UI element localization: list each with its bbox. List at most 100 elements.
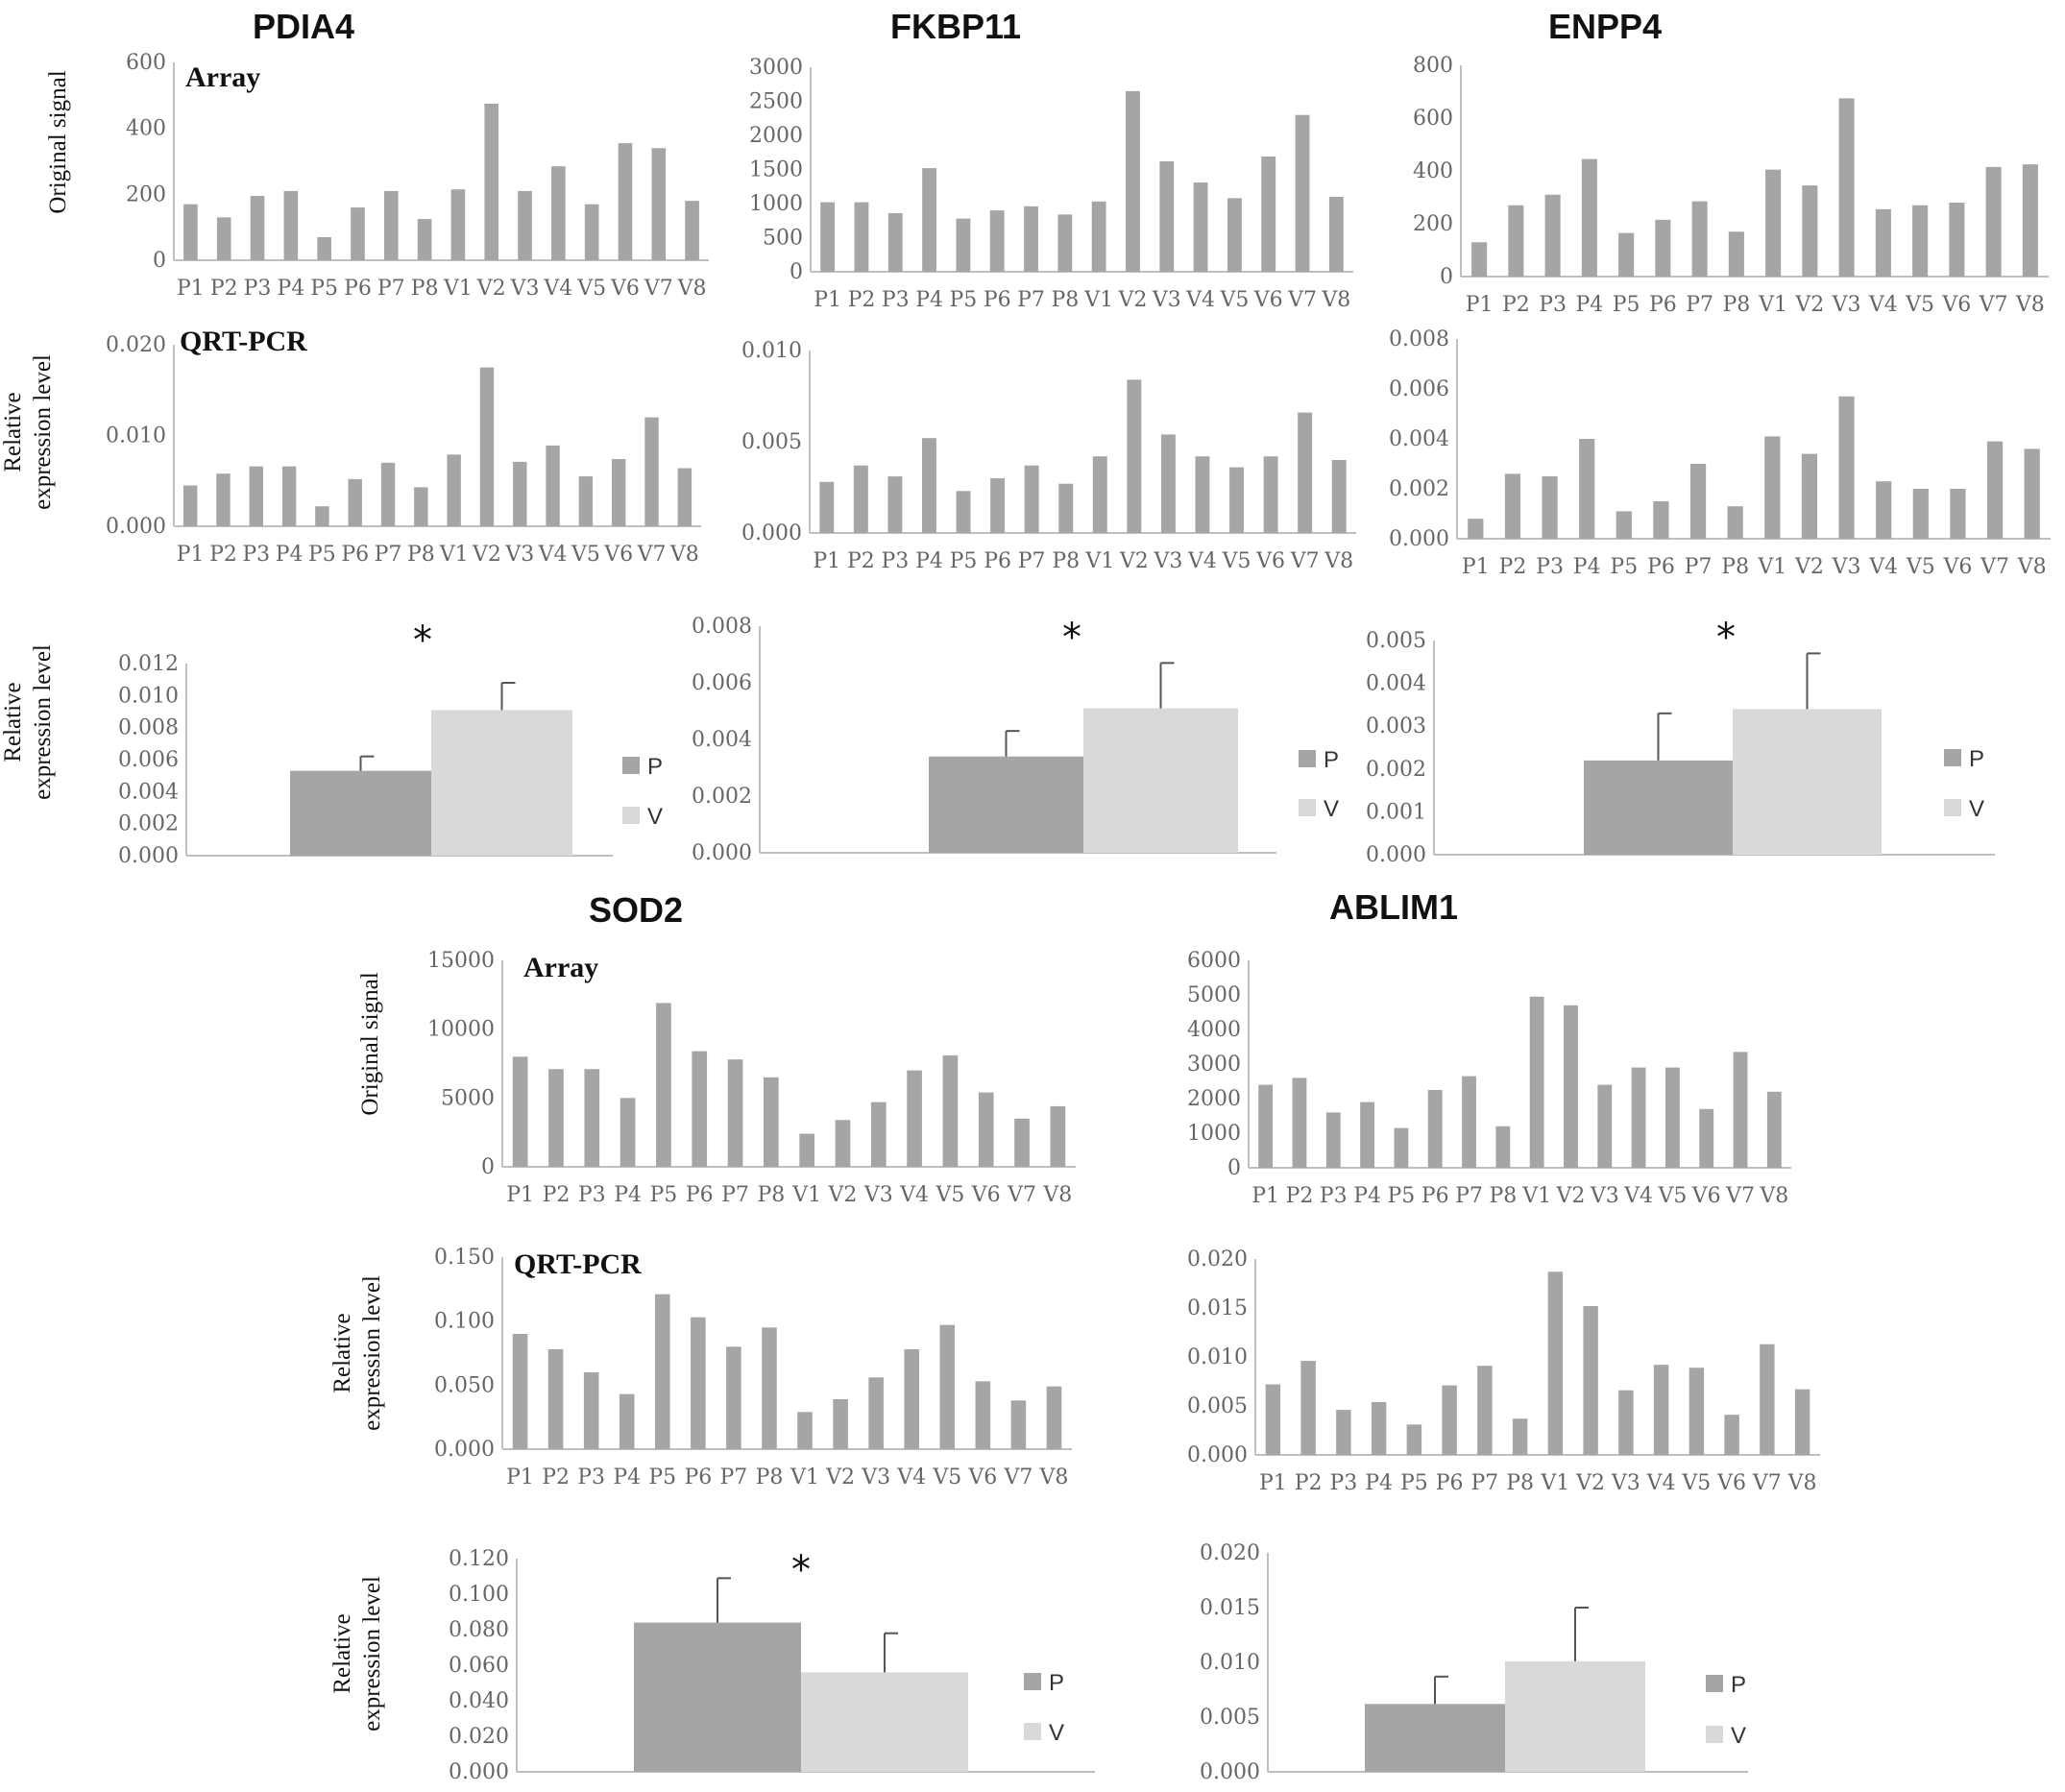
y-tick-label: 800 xyxy=(1413,54,1453,78)
y-axis-label-line2: expression level xyxy=(359,1275,385,1431)
x-tick-label: P3 xyxy=(1320,1184,1348,1208)
bar xyxy=(1616,511,1632,539)
bar xyxy=(854,202,869,272)
x-tick-label: P4 xyxy=(1365,1471,1393,1495)
y-tick-label: 0.000 xyxy=(692,841,752,865)
bar xyxy=(512,1056,528,1167)
y-tick-label: 0.010 xyxy=(1187,1345,1248,1369)
x-tick-label: P8 xyxy=(411,277,439,301)
legend-swatch-v xyxy=(1706,1726,1723,1743)
bar xyxy=(1091,201,1106,272)
x-tick-label: P1 xyxy=(1462,555,1490,579)
x-tick-label: P5 xyxy=(310,277,338,301)
bar xyxy=(726,1346,741,1449)
bar xyxy=(584,204,599,260)
x-tick-label: V3 xyxy=(1832,293,1861,317)
y-tick-label: 0.006 xyxy=(692,671,752,695)
y-tick-label: 0.000 xyxy=(1389,527,1449,551)
bar xyxy=(1229,467,1244,533)
y-tick-label: 0.020 xyxy=(106,333,166,357)
bar xyxy=(1579,439,1595,539)
x-tick-label: P8 xyxy=(1721,555,1749,579)
y-tick-label: 0.000 xyxy=(434,1438,495,1462)
bar xyxy=(1691,201,1708,277)
y-tick-label: 10000 xyxy=(427,1018,495,1042)
x-tick-label: P4 xyxy=(276,543,304,567)
x-tick-label: V6 xyxy=(1716,1471,1746,1495)
ablim1-array-panel: ABLIM1 0 1000 2000 3000 4000 5000 6000 P1 P2 P3 P4 P… xyxy=(1187,887,1791,1208)
y-tick-label: 0.000 xyxy=(741,521,802,545)
bar xyxy=(1057,214,1073,272)
bar xyxy=(1160,434,1176,533)
x-tick-label: V5 xyxy=(1906,555,1935,579)
enpp4-array-panel: ENPP4 0 200 400 600 800 P1 P2 P3 P4 P5 P6 P7 P8 V1 V2 V3… xyxy=(1413,7,2049,317)
x-tick-label: P8 xyxy=(756,1465,784,1489)
bar xyxy=(1504,473,1521,539)
bar xyxy=(654,1294,670,1449)
x-tick-label: V4 xyxy=(543,277,572,301)
y-tick-label: 1000 xyxy=(1187,1122,1241,1146)
y-tick-label: 0.006 xyxy=(118,748,179,772)
sod2-summary-panel: Relative expression level 0.000 0.020 0.040 0… xyxy=(329,1547,1095,1784)
legend-label-p: P xyxy=(1731,1672,1746,1698)
x-tick-label: P7 xyxy=(1018,549,1046,573)
y-tick-label: 0.004 xyxy=(692,728,752,752)
bar xyxy=(1371,1401,1387,1455)
pdia4-qpcr-panel: QRT-PCR Relative expression level 0.000 0.01… xyxy=(0,326,701,567)
legend-swatch-v xyxy=(1024,1723,1041,1740)
bar xyxy=(1985,166,2002,277)
y-tick-label: 0.020 xyxy=(1200,1541,1260,1565)
significance-star: * xyxy=(791,1548,811,1592)
x-tick-label: V3 xyxy=(504,543,534,567)
bar xyxy=(853,465,868,533)
x-tick-label: V7 xyxy=(1725,1184,1755,1208)
bar xyxy=(677,468,692,526)
bar xyxy=(1328,196,1344,272)
x-tick-label: P2 xyxy=(210,277,238,301)
y-tick-label: 200 xyxy=(1413,212,1453,236)
bar xyxy=(797,1412,813,1449)
x-tick-label: V5 xyxy=(576,277,606,301)
bar xyxy=(1544,194,1561,277)
x-tick-label: V6 xyxy=(603,543,633,567)
x-tick-label: P4 xyxy=(1575,293,1603,317)
x-tick-label: V2 xyxy=(1575,1471,1605,1495)
bar xyxy=(942,1054,959,1167)
bar xyxy=(1325,1112,1341,1168)
y-tick-label: 0.006 xyxy=(1389,377,1449,401)
bar xyxy=(283,190,299,260)
y-tick-label: 0 xyxy=(1440,265,1453,289)
y-tick-label: 500 xyxy=(763,227,803,251)
x-tick-label: P8 xyxy=(757,1183,785,1207)
bar xyxy=(383,190,399,260)
x-tick-label: V7 xyxy=(1752,1471,1782,1495)
bar xyxy=(1193,182,1208,272)
x-tick-label: P1 xyxy=(813,549,840,573)
x-tick-label: V4 xyxy=(1868,555,1898,579)
bar xyxy=(584,1069,600,1167)
bar-v xyxy=(801,1672,968,1772)
y-tick-label: 0.005 xyxy=(1200,1706,1260,1730)
bar xyxy=(1876,481,1892,539)
x-tick-label: P2 xyxy=(1295,1471,1323,1495)
y-tick-label: 0.000 xyxy=(118,844,179,868)
x-tick-label: V8 xyxy=(1321,288,1350,312)
y-tick-label: 400 xyxy=(126,117,166,141)
bar xyxy=(799,1133,814,1167)
fkbp11-array-panel: FKBP11 0 500 1000 1500 2000 2500 3000 P1 P2 P3 P4 P5… xyxy=(749,7,1353,312)
x-tick-label: V4 xyxy=(1187,549,1217,573)
y-tick-label: 0 xyxy=(153,249,166,273)
bar xyxy=(922,438,936,533)
ablim1-qpcr-panel: 0.000 0.005 0.010 0.015 0.020 P1 P2 P3 P4 P5 P6 P7 P… xyxy=(1187,1247,1820,1495)
bar xyxy=(380,462,396,526)
y-tick-label: 5000 xyxy=(1187,983,1241,1007)
bar xyxy=(644,417,659,526)
bar-v xyxy=(1083,708,1238,853)
x-tick-label: P1 xyxy=(506,1465,534,1489)
x-tick-label: V3 xyxy=(1611,1471,1640,1495)
x-tick-label: V6 xyxy=(1253,288,1283,312)
x-tick-label: V4 xyxy=(899,1183,929,1207)
y-tick-label: 1500 xyxy=(749,158,803,182)
bar xyxy=(1159,160,1175,272)
x-tick-label: P7 xyxy=(1470,1471,1498,1495)
